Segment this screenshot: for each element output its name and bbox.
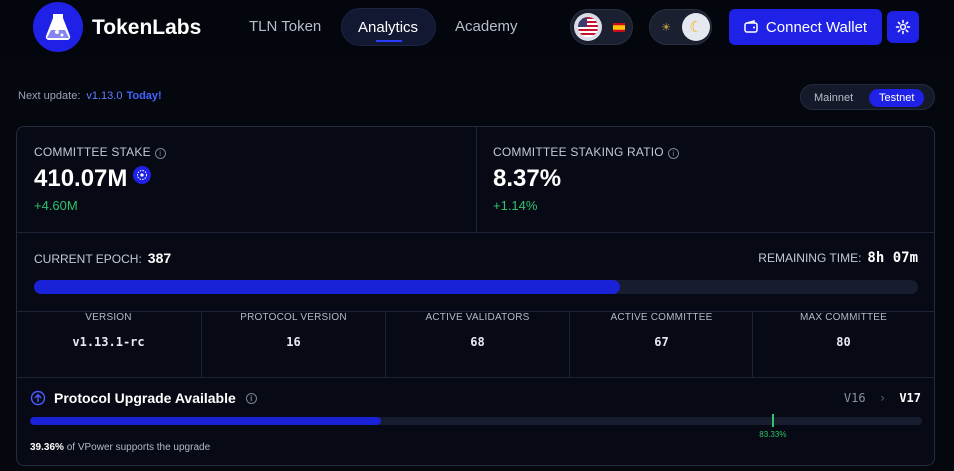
moon-icon: ☾ [682, 13, 710, 41]
nav-tln-token[interactable]: TLN Token [249, 18, 322, 35]
brand-name[interactable]: TokenLabs [92, 16, 202, 39]
metric-divider [569, 311, 570, 377]
committee-stake-label: COMMITTEE STAKE [34, 145, 151, 159]
network-switch: Mainnet Testnet [800, 84, 935, 110]
metric-value: v1.13.1-rc [72, 335, 145, 349]
committee-stake-label-row: COMMITTEE STAKE i [34, 145, 166, 159]
sun-icon: ☀ [661, 21, 671, 34]
protocol-upgrade-header: Protocol Upgrade Available i [30, 390, 257, 406]
info-icon[interactable]: i [667, 148, 679, 159]
next-update-version[interactable]: v1.13.0 [86, 90, 123, 102]
current-epoch-value: 387 [147, 250, 172, 266]
metric-label: MAX COMMITTEE [799, 312, 888, 323]
next-update-label: Next update: [18, 90, 81, 102]
network-mainnet[interactable]: Mainnet [814, 92, 854, 104]
nav-active-underline [376, 40, 402, 42]
stat-divider [476, 127, 477, 232]
metric-label: PROTOCOL VERSION [240, 312, 347, 323]
metric-active-validators: ACTIVE VALIDATORS 68 [386, 312, 569, 349]
section-divider [17, 232, 934, 233]
metric-divider [752, 311, 753, 377]
metric-divider [201, 311, 202, 377]
wallet-icon [744, 20, 758, 33]
metric-protocol-version: PROTOCOL VERSION 16 [202, 312, 385, 349]
connect-wallet-label: Connect Wallet [765, 18, 868, 36]
theme-toggle[interactable]: ☀ ☾ [649, 9, 712, 45]
info-icon[interactable]: i [154, 148, 166, 159]
upgrade-support-bar [30, 417, 922, 425]
staking-ratio-value: 8.37% [493, 165, 562, 192]
staking-ratio-label-row: COMMITTEE STAKING RATIO i [493, 145, 679, 159]
staking-ratio-label: COMMITTEE STAKING RATIO [493, 145, 664, 159]
nav-analytics[interactable]: Analytics [341, 8, 436, 46]
committee-stake-value: 410.07M [34, 165, 128, 192]
current-epoch-label: CURRENT EPOCH: [34, 252, 142, 266]
protocol-upgrade-title: Protocol Upgrade Available [54, 390, 236, 406]
analytics-card: COMMITTEE STAKE i 410.07M +4.60M COMMITTE… [16, 126, 935, 466]
settings-button[interactable] [887, 11, 919, 43]
spain-flag-icon [611, 19, 627, 35]
network-testnet[interactable]: Testnet [869, 89, 925, 107]
upgrade-support-text: 39.36% of VPower supports the upgrade [30, 442, 210, 453]
arrow-up-circle-icon [30, 390, 46, 406]
remaining-time-label: REMAINING TIME: [758, 251, 862, 265]
metric-label: ACTIVE VALIDATORS [425, 312, 530, 323]
upgrade-to-version: V17 [899, 391, 921, 405]
remaining-time-value: 8h 07m [867, 250, 918, 266]
metric-value: 16 [286, 335, 301, 349]
gear-icon [895, 19, 911, 35]
metric-value: 67 [654, 335, 669, 349]
section-divider [17, 377, 934, 378]
section-divider [17, 311, 934, 312]
remaining-time-row: REMAINING TIME: 8h 07m [758, 250, 918, 266]
upgrade-support-percent: 39.36% [30, 442, 64, 453]
staking-ratio-delta: +1.14% [493, 198, 538, 213]
upgrade-support-fill [30, 417, 382, 425]
metric-value: 68 [470, 335, 485, 349]
upgrade-version-flow: V16 › V17 [844, 391, 921, 405]
nav-analytics-label: Analytics [358, 19, 419, 36]
epoch-progress-fill [34, 280, 621, 294]
metric-label: ACTIVE COMMITTEE [610, 312, 713, 323]
upgrade-support-suffix: of VPower supports the upgrade [66, 442, 211, 453]
token-icon [133, 166, 152, 184]
info-icon[interactable]: i [245, 392, 257, 404]
tokenlabs-logo-icon[interactable] [33, 2, 83, 52]
top-nav-bar: TokenLabs TLN Token Analytics Academy [0, 0, 954, 56]
nav-academy[interactable]: Academy [455, 18, 518, 35]
language-toggle[interactable] [570, 9, 633, 45]
metric-active-committee: ACTIVE COMMITTEE 67 [570, 312, 753, 349]
metric-label: VERSION [85, 312, 132, 323]
upgrade-from-version: V16 [843, 391, 866, 405]
next-update-when: Today! [126, 90, 162, 102]
metric-divider [385, 311, 386, 377]
connect-wallet-button[interactable]: Connect Wallet [729, 9, 882, 45]
next-update-notice: Next update: v1.13.0 Today! [18, 90, 162, 102]
committee-stake-delta: +4.60M [34, 198, 78, 213]
metric-value: 80 [836, 335, 851, 349]
metric-max-committee: MAX COMMITTEE 80 [752, 312, 935, 349]
upgrade-threshold-marker [772, 414, 775, 427]
epoch-progress-bar [34, 280, 918, 294]
committee-stake-value-row: 410.07M [34, 165, 152, 193]
current-epoch-row: CURRENT EPOCH: 387 [34, 250, 171, 266]
upgrade-threshold-label: 83.33% [759, 430, 787, 439]
metric-version: VERSION v1.13.1-rc [17, 312, 200, 349]
chevron-right-icon: › [878, 391, 887, 405]
us-flag-icon [574, 13, 602, 41]
